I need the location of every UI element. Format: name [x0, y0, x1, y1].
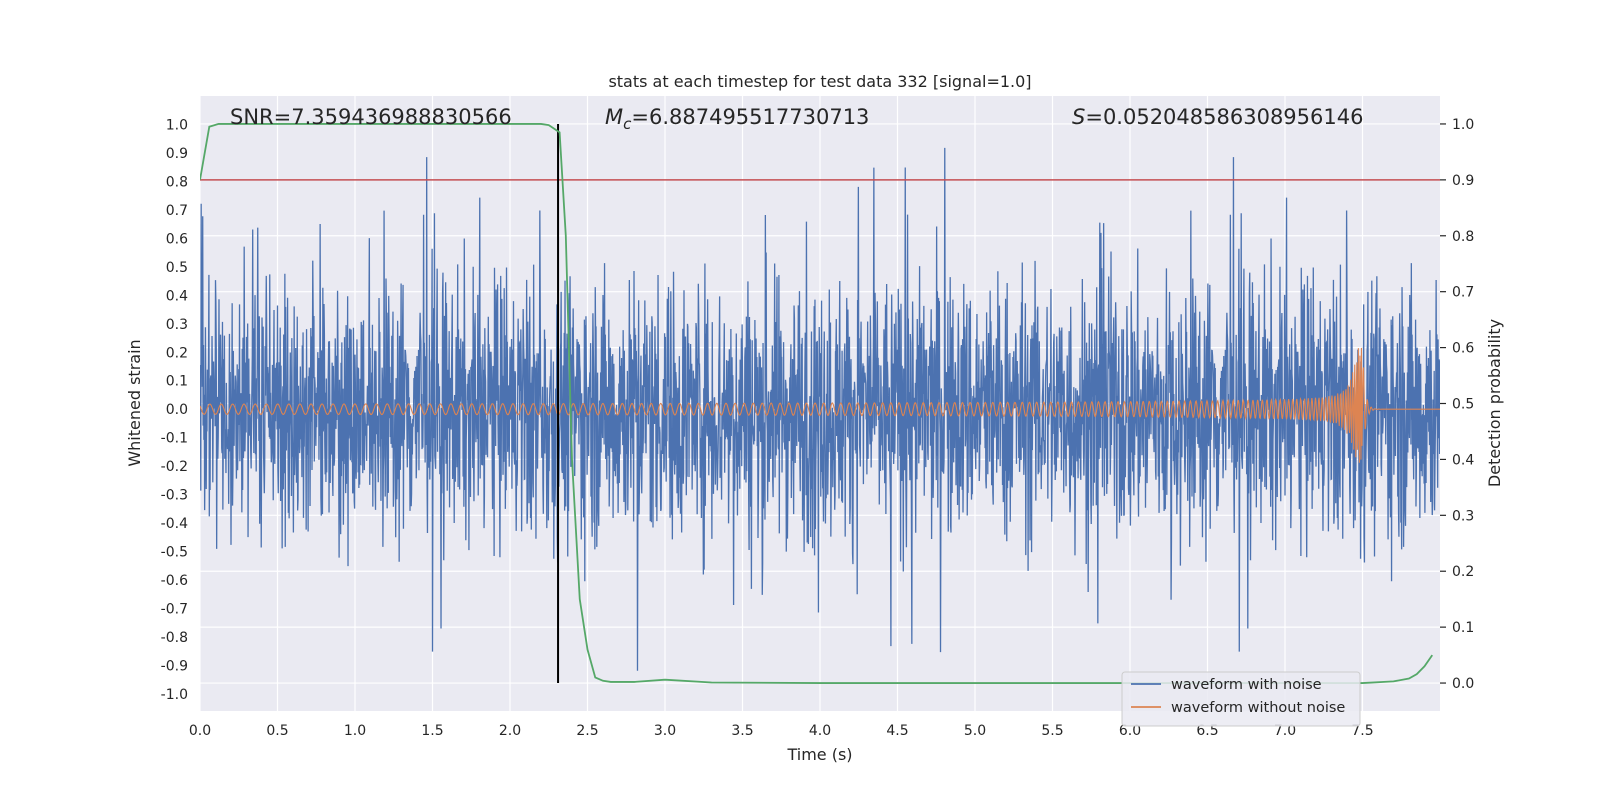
legend-label-waveform-without-noise: waveform without noise: [1171, 700, 1345, 716]
chirp-mass-symbol: M: [605, 105, 623, 129]
y-right-tick-label: 0.8: [1452, 229, 1474, 245]
x-tick-label: 6.5: [1196, 723, 1218, 739]
x-tick-label: 2.5: [576, 723, 598, 739]
x-tick-label: 7.5: [1351, 723, 1373, 739]
y-right-tick-label: 0.6: [1452, 341, 1474, 357]
y-tick-label: 0.6: [166, 231, 188, 247]
y-right-tick-label: 0.3: [1452, 508, 1474, 524]
x-axis-ticks: 0.0 0.5 1.0 1.5 2.0 2.5 3.0 3.5 4.0 4.5 5.0 5.5 6.0 6…: [189, 723, 1374, 739]
y-right-tick-label: 0.2: [1452, 564, 1474, 580]
y-tick-label: -0.5: [161, 545, 188, 561]
y-right-axis-ticks: 1.0 0.9 0.8 0.7 0.6 0.5 0.4 0.3 0.2 0.1 0.0: [1440, 117, 1474, 692]
y-tick-label: 0.2: [166, 345, 188, 361]
x-tick-label: 5.0: [964, 723, 986, 739]
x-tick-label: 3.5: [731, 723, 753, 739]
y-tick-label: -0.1: [161, 431, 188, 447]
x-tick-label: 5.5: [1041, 723, 1063, 739]
y-tick-label: -0.7: [161, 602, 188, 618]
x-tick-label: 3.0: [654, 723, 676, 739]
x-tick-label: 0.0: [189, 723, 211, 739]
s-symbol: S: [1072, 105, 1085, 129]
x-tick-label: 6.0: [1119, 723, 1141, 739]
y-tick-label: 0.0: [166, 402, 188, 418]
x-axis-label: Time (s): [786, 745, 852, 764]
y-right-tick-label: 1.0: [1452, 117, 1474, 133]
chirp-mass-subscript: c: [623, 115, 632, 133]
series-layer: [200, 147, 1440, 671]
y-axis-label: Whitened strain: [125, 339, 144, 466]
x-tick-label: 1.5: [421, 723, 443, 739]
x-tick-label: 7.0: [1274, 723, 1296, 739]
s-value: =0.052048586308956146: [1085, 105, 1363, 129]
y-tick-label: 0.5: [166, 260, 188, 276]
y-tick-label: 0.3: [166, 317, 188, 333]
annotation-snr: SNR=7.359436988830566: [230, 105, 512, 129]
y-tick-label: 0.4: [166, 288, 188, 304]
y-tick-label: -0.9: [161, 658, 188, 674]
y-right-tick-label: 0.1: [1452, 620, 1474, 636]
y-tick-label: -0.3: [161, 488, 188, 504]
annotation-s: S=0.052048586308956146: [1072, 105, 1363, 129]
y-tick-label: -0.6: [161, 573, 188, 589]
y-tick-label: -0.2: [161, 459, 188, 475]
x-tick-label: 0.5: [266, 723, 288, 739]
legend-box: [1121, 671, 1361, 727]
chirp-mass-value: =6.887495517730713: [631, 105, 869, 129]
y-right-tick-label: 0.5: [1452, 397, 1474, 413]
y-tick-label: 0.1: [166, 374, 188, 390]
legend: waveform with noise waveform without noi…: [1121, 671, 1361, 727]
y-axis-ticks: 1.0 0.9 0.8 0.7 0.6 0.5 0.4 0.3 0.2 0.1 0.0 -0.1 -0.…: [161, 117, 188, 702]
x-tick-label: 2.0: [499, 723, 521, 739]
y-tick-label: -1.0: [161, 687, 188, 703]
series-waveform-without-noise: [200, 347, 1440, 463]
y-right-tick-label: 0.9: [1452, 173, 1474, 189]
chart-title: stats at each timestep for test data 332…: [608, 72, 1031, 91]
y-right-tick-label: 0.7: [1452, 285, 1474, 301]
legend-label-waveform-with-noise: waveform with noise: [1171, 677, 1322, 693]
y-tick-label: 1.0: [166, 117, 188, 133]
x-tick-label: 1.0: [344, 723, 366, 739]
x-tick-label: 4.0: [809, 723, 831, 739]
y-tick-label: 0.8: [166, 174, 188, 190]
y-right-tick-label: 0.4: [1452, 452, 1474, 468]
x-tick-label: 4.5: [886, 723, 908, 739]
series-waveform-with-noise: [200, 147, 1440, 671]
y-tick-label: 0.9: [166, 146, 188, 162]
y-tick-label: -0.8: [161, 630, 188, 646]
y-tick-label: -0.4: [161, 516, 188, 532]
y-right-tick-label: 0.0: [1452, 676, 1474, 692]
annotation-chirp-mass: Mc=6.887495517730713: [605, 105, 869, 133]
y-tick-label: 0.7: [166, 203, 188, 219]
y-right-axis-label: Detection probability: [1485, 319, 1504, 487]
